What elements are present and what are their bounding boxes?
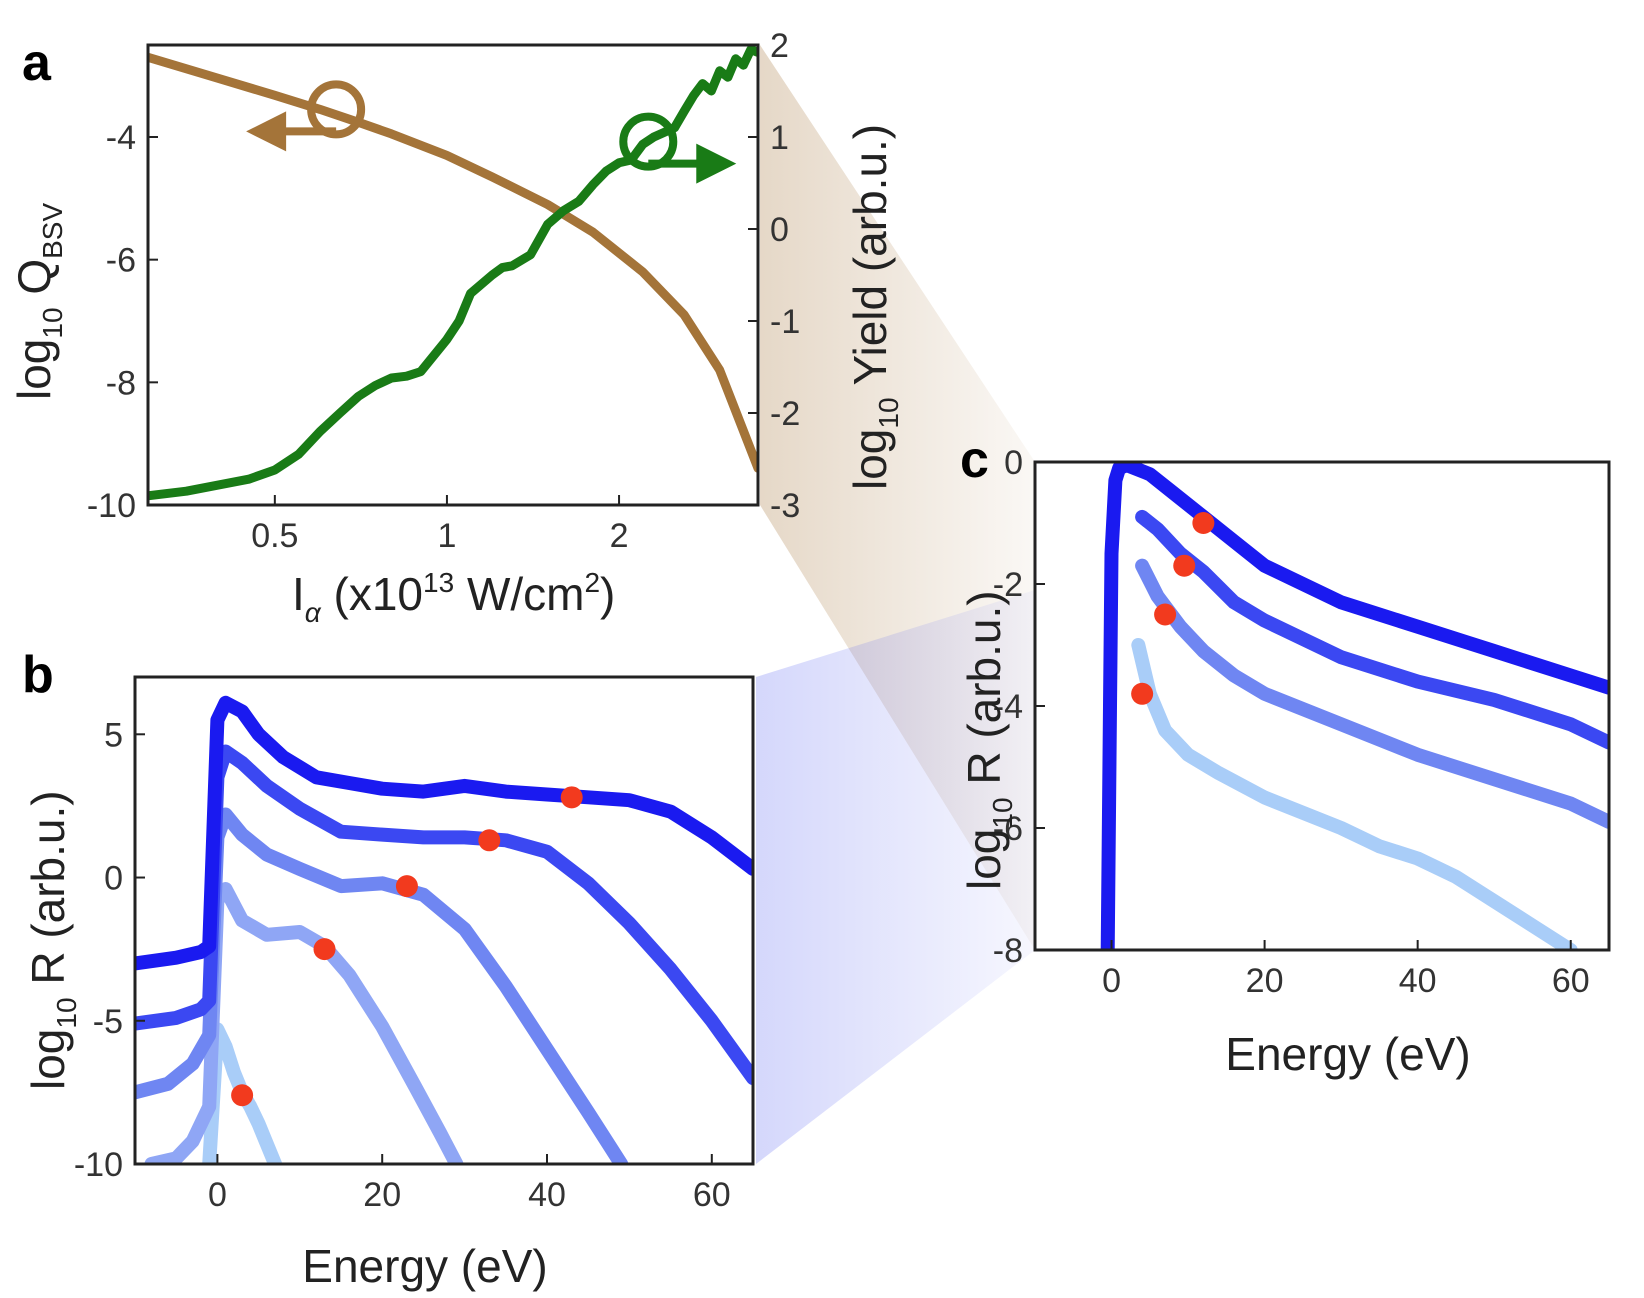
panel-label-b: b <box>22 646 54 704</box>
marker-point <box>560 786 583 809</box>
panel-b-plot-area <box>135 695 753 1164</box>
y-tick-label: -2 <box>770 395 800 433</box>
series-line-c4 <box>1131 638 1578 950</box>
x-tick-label: 40 <box>528 1176 566 1214</box>
y-tick-label: -1 <box>770 303 800 341</box>
x-tick-label: 20 <box>363 1176 401 1214</box>
series-line-c2 <box>1135 509 1609 750</box>
panel-label-c: c <box>960 431 989 489</box>
marker-point <box>1192 512 1215 534</box>
y-tick-label: -10 <box>87 487 136 525</box>
series-line-b3 <box>135 807 629 1164</box>
series-line-Q_BSV <box>148 52 758 473</box>
y-tick-label: -8 <box>993 932 1023 970</box>
series-line-b2 <box>135 744 753 1086</box>
marker-point <box>1173 554 1196 577</box>
panel-c-ylabel: log10 R (arb.u.) <box>958 590 1018 890</box>
panel-c-plot-area <box>1100 462 1609 950</box>
series-line-c1 <box>1100 462 1609 950</box>
panel-b: b 0 20 40 60 -10 -5 0 5 log10 R (arb.u.) Energy… <box>22 646 755 1292</box>
panel-c-ticks: 0 20 40 60 -8 -6 -4 -2 0 <box>993 444 1590 1000</box>
y-tick-label: 1 <box>770 119 789 157</box>
marker-point <box>1154 603 1177 626</box>
x-tick-label: 60 <box>1552 962 1590 1000</box>
y-tick-label: -4 <box>106 119 136 157</box>
series-line-b1 <box>135 695 753 971</box>
marker-point <box>231 1084 254 1107</box>
x-tick-label: 0 <box>1102 962 1121 1000</box>
arrow-head-right-icon <box>696 143 737 184</box>
x-tick-label: 0.5 <box>251 517 298 555</box>
y-tick-label: 0 <box>1004 444 1023 482</box>
series-line-Yield <box>148 45 758 501</box>
panel-a-frame <box>146 43 760 507</box>
y-tick-label: -6 <box>993 810 1023 848</box>
marker-point <box>1131 682 1154 705</box>
marker-point <box>313 938 336 961</box>
panel-b-xlabel: Energy (eV) <box>302 1240 547 1292</box>
panel-label-a: a <box>22 34 52 92</box>
y-tick-label: -8 <box>106 364 136 402</box>
y-tick-label: 5 <box>104 716 123 754</box>
y-tick-label: -4 <box>993 688 1023 726</box>
marker-point <box>478 829 501 852</box>
arrow-head-left-icon <box>246 111 287 152</box>
zoom-connector-blue <box>756 590 1035 1164</box>
panel-a-plot-area <box>148 45 758 501</box>
panel-a-ylabel-left: log10 QBSV <box>8 203 68 400</box>
y-tick-label: -3 <box>770 487 800 525</box>
y-tick-label: -5 <box>93 1003 123 1041</box>
panel-c-xlabel: Energy (eV) <box>1225 1028 1470 1080</box>
panel-b-frame <box>133 675 755 1166</box>
y-tick-label: -10 <box>74 1146 123 1184</box>
panel-a-ylabel-right: log10 Yield (arb.u.) <box>844 124 904 490</box>
panel-a-markers <box>246 80 737 184</box>
x-tick-label: 40 <box>1399 962 1437 1000</box>
panel-a-xlabel: Iα (x1013 W/cm2) <box>292 567 615 628</box>
y-tick-label: -2 <box>993 566 1023 604</box>
x-tick-label: 60 <box>693 1176 731 1214</box>
y-tick-label: -6 <box>106 242 136 280</box>
y-tick-label: 0 <box>770 211 789 249</box>
y-tick-label: 0 <box>104 860 123 898</box>
x-tick-label: 1 <box>437 517 456 555</box>
x-tick-label: 20 <box>1246 962 1284 1000</box>
y-tick-label: 2 <box>770 27 789 65</box>
panel-b-ticks: 0 20 40 60 -10 -5 0 5 <box>74 716 731 1214</box>
marker-point <box>395 875 418 898</box>
x-tick-label: 2 <box>610 517 629 555</box>
x-tick-label: 0 <box>208 1176 227 1214</box>
panel-c: c 0 20 40 60 -8 -6 -4 -2 0 log10 R (arb.u.) Ener… <box>958 431 1611 1080</box>
series-line-b4 <box>144 882 464 1164</box>
panel-b-ylabel: log10 R (arb.u.) <box>22 790 82 1090</box>
